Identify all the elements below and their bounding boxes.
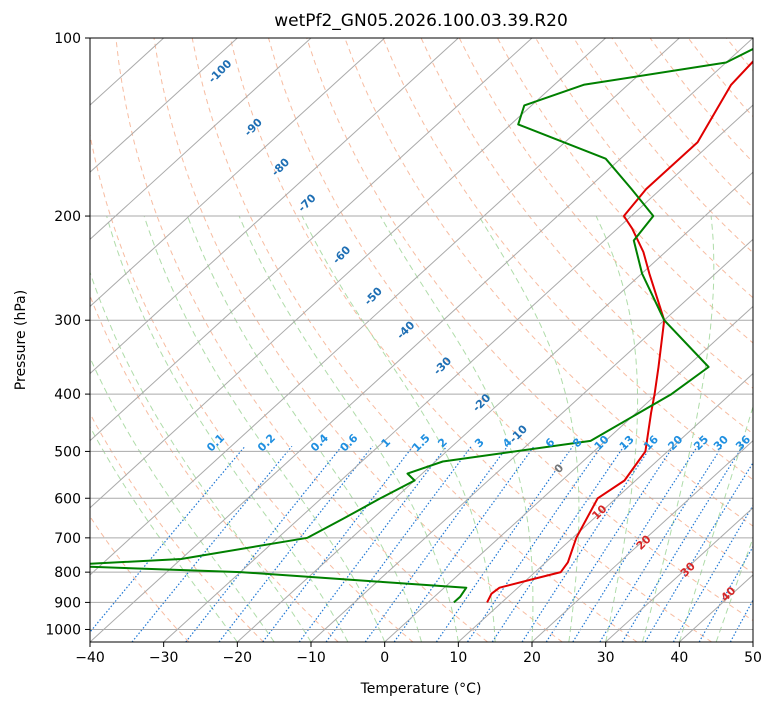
- y-tick-label: 200: [54, 209, 81, 225]
- isotherm-line: [90, 38, 753, 642]
- x-tick-label: 50: [744, 650, 762, 666]
- x-tick-label: 20: [523, 650, 541, 666]
- x-axis-ticks: −40 −30 −20 −10 0 10 20 30 40 50: [75, 642, 762, 666]
- mixing-ratio-line: [491, 445, 625, 642]
- moist-adiabat-line: [301, 215, 496, 642]
- y-tick-label: 600: [54, 491, 81, 507]
- y-axis-label: Pressure (hPa): [13, 290, 29, 390]
- dry-adiabat-line: [90, 515, 190, 642]
- x-tick-label: 0: [380, 650, 389, 666]
- y-axis-ticks: 1000 900 800 700 600 500 400 300 200 100: [45, 31, 90, 638]
- mixing-ratio-lines: [90, 445, 753, 642]
- profile-lines: [90, 47, 753, 604]
- y-tick-label: 1000: [45, 622, 81, 638]
- isotherm-line: [457, 372, 753, 642]
- moist-adiabats: [90, 215, 753, 642]
- moist-adiabat-line: [90, 356, 275, 642]
- x-tick-label: 40: [670, 650, 688, 666]
- mixing-ratio-line: [90, 445, 246, 633]
- y-tick-label: 700: [54, 531, 81, 547]
- dry-adiabat-line: [496, 38, 753, 344]
- mixing-ratio-line: [672, 504, 753, 642]
- isotherm-line: [531, 439, 753, 642]
- isotherm-line: [384, 305, 753, 642]
- mixing-ratio-line: [466, 445, 602, 642]
- plot-frame: [89, 37, 754, 643]
- isotherm-line: [90, 38, 459, 375]
- dry-adiabat-line: [115, 38, 488, 642]
- isotherm-line: [163, 104, 753, 642]
- x-tick-label: −40: [75, 650, 105, 666]
- isotherm-line: [236, 171, 753, 642]
- dry-adiabat-line: [268, 38, 753, 622]
- moist-adiabat-line: [238, 215, 459, 642]
- mixing-ratio-line: [435, 445, 574, 642]
- isotherm-line: [90, 38, 238, 173]
- x-tick-label: 30: [597, 650, 615, 666]
- isobars: [90, 38, 753, 630]
- mixing-ratio-line: [325, 445, 472, 642]
- moist-adiabat-line: [642, 215, 715, 642]
- x-axis-label: Temperature (°C): [360, 681, 482, 697]
- moist-adiabat-line: [595, 215, 639, 642]
- moist-adiabat-line: [143, 215, 386, 642]
- plot-area: -100-90-80-70-60-50-40-30-20-100.1 0.2 0.4…: [90, 38, 753, 642]
- isotherm-line: [90, 38, 533, 442]
- dry-adiabat-line: [90, 412, 264, 642]
- dry-adiabat-line: [90, 294, 339, 642]
- mixing-ratio-line: [262, 445, 414, 642]
- mixing-ratio-line: [644, 461, 753, 642]
- isotherm-line: [90, 38, 312, 241]
- x-tick-label: 10: [449, 650, 467, 666]
- moist-adiabat-line: [90, 425, 238, 642]
- x-tick-label: −10: [296, 650, 326, 666]
- mixing-ratio-line: [131, 445, 293, 642]
- y-tick-label: 300: [54, 313, 81, 329]
- moist-adiabat-line: [478, 215, 580, 642]
- moist-adiabat-line: [187, 215, 422, 642]
- moist-adiabat-line: [379, 215, 534, 642]
- y-tick-label: 500: [54, 444, 81, 460]
- y-tick-label: 100: [54, 31, 81, 47]
- isotherm-line: [90, 38, 607, 509]
- dry-adiabat-line: [191, 38, 638, 642]
- mixing-ratio-line: [572, 445, 699, 642]
- dry-adiabat-line: [306, 38, 753, 574]
- mixing-ratio-line: [521, 445, 652, 642]
- mixing-ratio-line: [545, 445, 674, 642]
- temperature-profile-line: [486, 60, 753, 603]
- dry-adiabat-line: [153, 38, 563, 642]
- isotherm-line: [90, 38, 680, 576]
- isotherm-line: [310, 238, 753, 642]
- mixing-ratio-line: [698, 545, 753, 642]
- mixing-ratio-line: [185, 445, 343, 642]
- y-tick-label: 800: [54, 565, 81, 581]
- isotherm-line: [605, 507, 753, 642]
- y-tick-label: 900: [54, 595, 81, 611]
- isotherms: [90, 38, 753, 642]
- x-tick-label: −30: [149, 650, 179, 666]
- mixing-ratio-line: [364, 445, 509, 642]
- chart-title: wetPf2_GN05.2026.100.03.39.R20: [274, 11, 568, 31]
- isotherm-line: [90, 38, 386, 308]
- x-tick-label: −20: [223, 650, 253, 666]
- dewpoint-profile-line: [90, 47, 753, 604]
- dry-adiabat-line: [458, 38, 753, 389]
- mixing-ratio-line: [298, 445, 448, 642]
- moist-adiabat-line: [90, 270, 312, 642]
- y-tick-label: 400: [54, 387, 81, 403]
